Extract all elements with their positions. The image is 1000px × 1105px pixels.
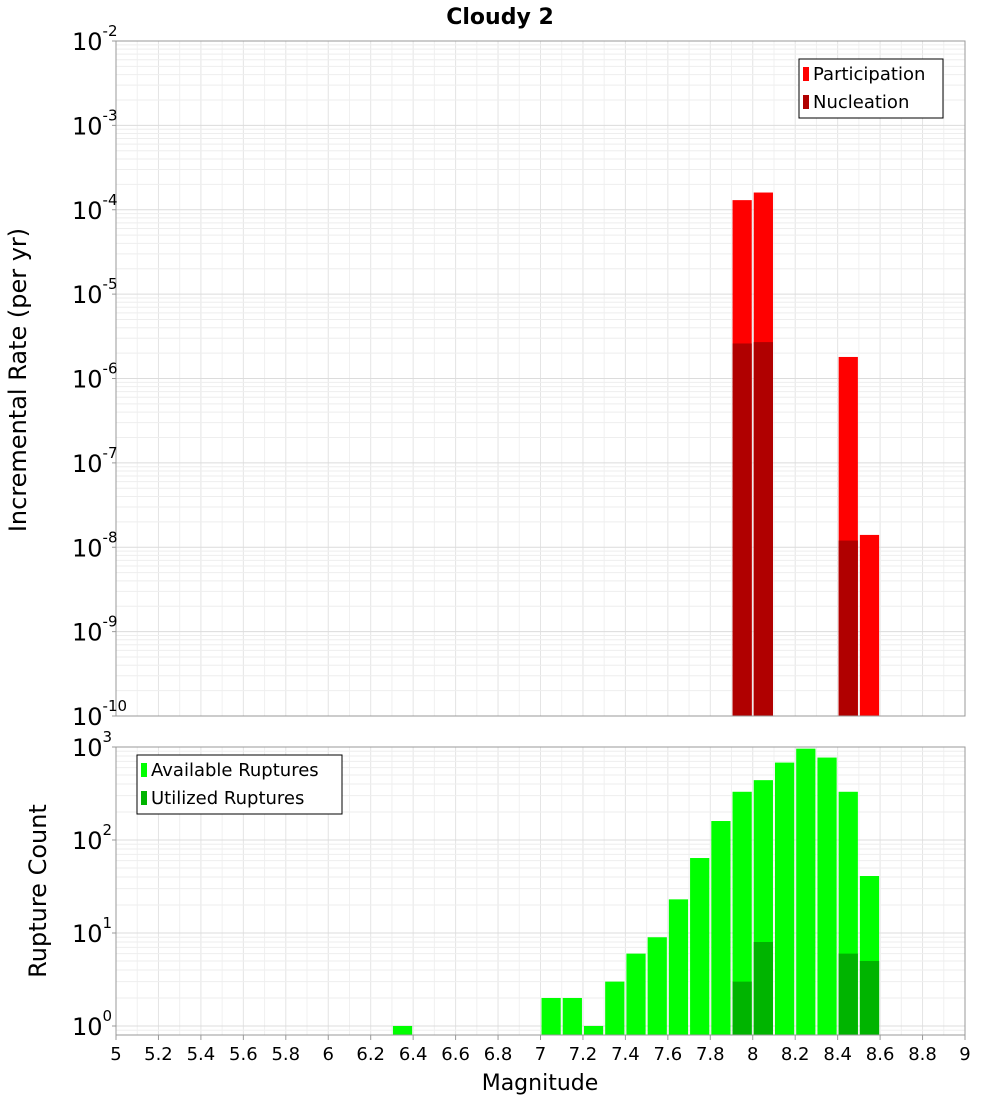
x-tick-label: 6.2 <box>356 1044 385 1065</box>
count-y-axis-label: Rupture Count <box>24 804 52 978</box>
bar-available-ruptures <box>541 997 561 1035</box>
bar-utilized-ruptures <box>859 960 880 1035</box>
bar-available-ruptures <box>690 858 710 1035</box>
x-tick-label: 7 <box>535 1044 546 1065</box>
y-tick-label: 101 <box>72 914 112 948</box>
bar-nucleation <box>732 343 752 716</box>
count-y-ticks: 100 101 102 103 <box>72 728 116 1041</box>
x-tick-label: 8 <box>747 1044 758 1065</box>
x-tick-label: 8.2 <box>781 1044 810 1065</box>
x-tick-label: 7.2 <box>569 1044 598 1065</box>
y-tick-label: 10-5 <box>72 275 118 309</box>
magnitude-x-ticks: 5 5.2 5.4 5.6 5.8 6 6.2 6.4 6.6 6.8 7 7.2 7.4 7.6 7.8 8… <box>110 1035 971 1065</box>
rate-y-ticks: 10-10 10-9 10-8 10-7 10-6 10-5 10-4 10-3 10-2 <box>72 22 127 731</box>
magnitude-x-axis-label: Magnitude <box>482 1071 599 1096</box>
y-tick-label: 10-9 <box>72 613 118 647</box>
bar-utilized-ruptures <box>753 942 773 1035</box>
legend-label-nucleation: Nucleation <box>813 92 909 113</box>
x-tick-label: 5.6 <box>229 1044 258 1065</box>
bar-available-ruptures <box>605 981 625 1035</box>
x-tick-label: 5 <box>110 1044 121 1065</box>
count-bars <box>392 748 880 1035</box>
bar-available-ruptures <box>774 762 795 1035</box>
bar-available-ruptures <box>732 791 752 1035</box>
y-tick-label: 102 <box>72 821 112 855</box>
x-tick-label: 8.4 <box>823 1044 852 1065</box>
rate-grid <box>115 40 966 717</box>
y-tick-label: 10-4 <box>72 191 118 225</box>
y-tick-label: 103 <box>72 728 112 762</box>
x-tick-label: 5.2 <box>144 1044 173 1065</box>
x-tick-label: 5.8 <box>271 1044 300 1065</box>
bar-available-ruptures <box>817 757 837 1035</box>
rate-legend-box <box>798 58 944 119</box>
bar-available-ruptures <box>668 899 689 1035</box>
bar-utilized-ruptures <box>732 981 752 1035</box>
x-tick-label: 8.6 <box>866 1044 895 1065</box>
bar-available-ruptures <box>796 748 816 1035</box>
bar-available-ruptures <box>583 1025 604 1035</box>
y-tick-label: 10-10 <box>72 697 127 731</box>
x-tick-label: 6 <box>323 1044 334 1065</box>
legend-swatch-available-ruptures <box>141 763 147 777</box>
bar-available-ruptures <box>562 997 582 1035</box>
bar-participation <box>859 534 880 716</box>
x-tick-label: 6.4 <box>399 1044 428 1065</box>
legend-swatch-nucleation <box>803 95 809 109</box>
x-tick-label: 6.8 <box>484 1044 513 1065</box>
legend-label-available-ruptures: Available Ruptures <box>151 760 319 781</box>
x-tick-label: 7.6 <box>654 1044 683 1065</box>
bar-nucleation <box>753 342 773 716</box>
rate-panel: 10-10 10-9 10-8 10-7 10-6 10-5 10-4 10-3 10-2 In… <box>4 22 966 731</box>
bar-nucleation <box>838 540 858 716</box>
x-tick-label: 7.8 <box>696 1044 725 1065</box>
legend-swatch-utilized-ruptures <box>141 791 147 805</box>
y-tick-label: 10-3 <box>72 106 118 140</box>
y-tick-label: 100 <box>72 1007 112 1041</box>
legend-label-participation: Participation <box>813 64 925 85</box>
bar-utilized-ruptures <box>838 953 858 1035</box>
bar-available-ruptures <box>392 1025 413 1035</box>
count-panel: 100 101 102 103 5 5.2 5.4 5.6 5.8 6 6.2 6.4 6.6 6.8 7… <box>24 728 971 1096</box>
x-tick-label: 5.4 <box>187 1044 216 1065</box>
x-tick-label: 7.4 <box>611 1044 640 1065</box>
x-tick-label: 8.8 <box>908 1044 937 1065</box>
x-tick-label: 6.6 <box>441 1044 470 1065</box>
rate-legend: Participation Nucleation <box>798 58 944 119</box>
y-tick-label: 10-7 <box>72 444 118 478</box>
chart-title: Cloudy 2 <box>446 5 554 30</box>
legend-swatch-participation <box>803 67 809 81</box>
y-tick-label: 10-8 <box>72 528 118 562</box>
rate-bars <box>732 192 880 717</box>
y-tick-label: 10-2 <box>72 22 118 56</box>
count-legend: Available Ruptures Utilized Ruptures <box>136 754 343 815</box>
legend-label-utilized-ruptures: Utilized Ruptures <box>151 788 304 809</box>
rate-y-axis-label: Incremental Rate (per yr) <box>4 228 32 532</box>
bar-available-ruptures <box>626 953 646 1035</box>
bar-available-ruptures <box>711 821 731 1035</box>
count-legend-box <box>136 754 343 815</box>
y-tick-label: 10-6 <box>72 360 118 394</box>
x-tick-label: 9 <box>959 1044 970 1065</box>
bar-available-ruptures <box>647 937 667 1035</box>
